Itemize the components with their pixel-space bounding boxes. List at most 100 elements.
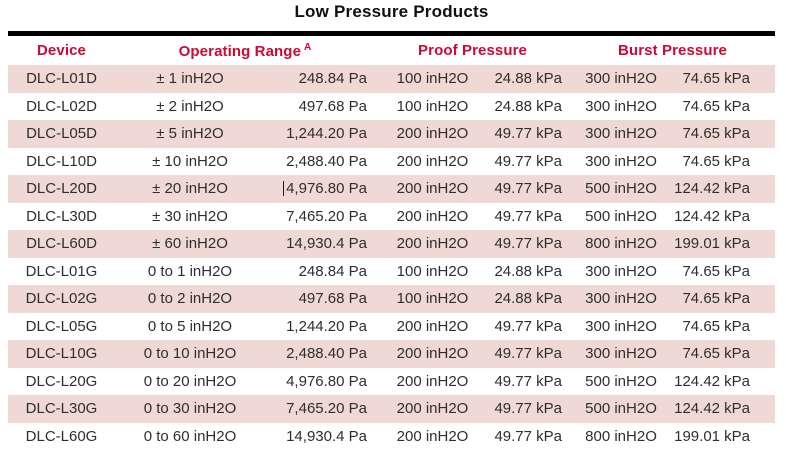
device-cell: DLC-L30G [25, 400, 98, 418]
proof-pressure-kpa-cell: 49.77 kPa [494, 345, 563, 363]
burst-pressure-inh2o-cell: 500 inH2O [585, 372, 657, 390]
proof-pressure-inh2o-cell: 200 inH2O [396, 152, 469, 170]
burst-pressure-kpa-cell: 74.65 kPa [682, 70, 751, 88]
proof-pressure-kpa-cell: 49.77 kPa [494, 152, 563, 170]
device-cell: DLC-L02G [25, 290, 98, 308]
operating-range-pa-cell: 497.68 Pa [298, 97, 367, 115]
burst-pressure-kpa-cell: 124.42 kPa [674, 207, 751, 225]
column-header-proof-pressure: Proof Pressure [418, 42, 527, 59]
operating-range-cell: 0 to 10 inH2O [143, 345, 237, 363]
burst-pressure-kpa-cell: 74.65 kPa [682, 125, 751, 143]
device-cell: DLC-L30D [26, 207, 97, 225]
proof-pressure-kpa-cell: 24.88 kPa [494, 290, 563, 308]
proof-pressure-kpa-cell: 24.88 kPa [494, 70, 563, 88]
proof-pressure-inh2o-cell: 100 inH2O [396, 70, 469, 88]
proof-pressure-kpa-cell: 24.88 kPa [494, 262, 563, 280]
burst-pressure-kpa-cell: 74.65 kPa [682, 262, 751, 280]
burst-pressure-kpa-cell: 74.65 kPa [682, 290, 751, 308]
table-row: DLC-L05G 0 to 5 inH2O 1,244.20 Pa 200 in… [8, 313, 775, 341]
table-row: DLC-L10G 0 to 10 inH2O 2,488.40 Pa 200 i… [8, 340, 776, 368]
table-row: DLC-L20D ± 20 inH2O 4,976.80 Pa 200 inH2… [8, 175, 776, 203]
table-row: DLC-L60G 0 to 60 inH2O 14,930.4 Pa 200 i… [8, 423, 775, 451]
device-cell: DLC-L10G [25, 345, 98, 363]
operating-range-pa-cell: 4,976.80 Pa [286, 372, 367, 390]
burst-pressure-inh2o-cell: 300 inH2O [585, 125, 657, 143]
burst-pressure-kpa-cell: 199.01 kPa [674, 427, 751, 445]
proof-pressure-kpa-cell: 49.77 kPa [494, 207, 563, 225]
table-row: DLC-L10D ± 10 inH2O 2,488.40 Pa 200 inH2… [8, 148, 775, 176]
burst-pressure-inh2o-cell: 300 inH2O [585, 345, 657, 363]
burst-pressure-inh2o-cell: 300 inH2O [585, 97, 657, 115]
device-cell: DLC-L01G [25, 262, 98, 280]
table-row: DLC-L01D ± 1 inH2O 248.84 Pa 100 inH2O 2… [8, 65, 776, 93]
page-title: Low Pressure Products [294, 2, 489, 21]
operating-range-label: Operating Range [178, 42, 302, 60]
operating-range-cell: 0 to 5 inH2O [147, 317, 233, 335]
proof-pressure-inh2o-cell: 200 inH2O [396, 235, 469, 253]
proof-pressure-kpa-cell: 49.77 kPa [494, 400, 563, 418]
proof-pressure-inh2o-cell: 100 inH2O [396, 262, 469, 280]
burst-pressure-inh2o-cell: 300 inH2O [585, 262, 657, 280]
proof-pressure-kpa-cell: 49.77 kPa [494, 125, 563, 143]
footnote-marker-a: A [304, 41, 312, 53]
burst-pressure-inh2o-cell: 300 inH2O [585, 317, 657, 335]
proof-pressure-kpa-cell: 49.77 kPa [494, 317, 563, 335]
device-cell: DLC-L02D [26, 97, 97, 115]
table-body: DLC-L01D ± 1 inH2O 248.84 Pa 100 inH2O 2… [8, 65, 776, 451]
operating-range-cell: 0 to 20 inH2O [143, 372, 237, 390]
proof-pressure-inh2o-cell: 200 inH2O [396, 317, 469, 335]
operating-range-cell: 0 to 1 inH2O [147, 262, 233, 280]
operating-range-cell: 0 to 60 inH2O [143, 427, 237, 445]
column-header-burst-pressure: Burst Pressure [618, 42, 727, 59]
operating-range-cell: 0 to 2 inH2O [147, 290, 233, 308]
table-row: DLC-L02D ± 2 inH2O 497.68 Pa 100 inH2O 2… [8, 93, 775, 121]
operating-range-pa-cell: 14,930.4 Pa [286, 235, 367, 253]
operating-range-pa-cell: 248.84 Pa [298, 262, 367, 280]
operating-range-pa-cell: 1,244.20 Pa [286, 317, 367, 335]
table-row: DLC-L20G 0 to 20 inH2O 4,976.80 Pa 200 i… [8, 368, 775, 396]
operating-range-cell: ± 60 inH2O [152, 235, 228, 253]
table-row: DLC-L30D ± 30 inH2O 7,465.20 Pa 200 inH2… [8, 203, 775, 231]
proof-pressure-inh2o-cell: 200 inH2O [396, 207, 469, 225]
operating-range-cell: ± 2 inH2O [156, 97, 224, 115]
burst-pressure-inh2o-cell: 300 inH2O [585, 70, 657, 88]
burst-pressure-kpa-cell: 74.65 kPa [682, 317, 751, 335]
operating-range-pa-cell: 7,465.20 Pa [286, 400, 367, 418]
device-cell: DLC-L10D [26, 152, 97, 170]
burst-pressure-kpa-cell: 74.65 kPa [682, 345, 751, 363]
table-row: DLC-L02G 0 to 2 inH2O 497.68 Pa 100 inH2… [8, 285, 776, 313]
operating-range-pa-cell: 2,488.40 Pa [286, 152, 367, 170]
column-header-device: Device [37, 42, 86, 59]
device-cell: DLC-L05D [26, 125, 97, 143]
proof-pressure-inh2o-cell: 100 inH2O [396, 97, 469, 115]
operating-range-cell: ± 10 inH2O [152, 152, 228, 170]
table-row: DLC-L60D ± 60 inH2O 14,930.4 Pa 200 inH2… [8, 230, 776, 258]
operating-range-pa-cell: 7,465.20 Pa [286, 207, 367, 225]
table-header: Device Operating Range A Proof Pressure B… [8, 36, 775, 65]
burst-pressure-inh2o-cell: 500 inH2O [585, 180, 657, 198]
burst-pressure-inh2o-cell: 800 inH2O [585, 427, 657, 445]
burst-pressure-kpa-cell: 199.01 kPa [674, 235, 751, 253]
burst-pressure-inh2o-cell: 800 inH2O [585, 235, 657, 253]
operating-range-pa-cell: 14,930.4 Pa [286, 427, 367, 445]
operating-range-pa-cell: 248.84 Pa [298, 70, 367, 88]
title-divider [8, 31, 775, 36]
device-cell: DLC-L60G [25, 427, 98, 445]
burst-pressure-kpa-cell: 124.42 kPa [674, 372, 751, 390]
column-header-operating-range: Operating Range A [115, 36, 375, 65]
burst-pressure-inh2o-cell: 500 inH2O [585, 400, 657, 418]
proof-pressure-inh2o-cell: 200 inH2O [396, 180, 469, 198]
header-row: Device Operating Range A Proof Pressure B… [8, 36, 775, 65]
proof-pressure-inh2o-cell: 100 inH2O [396, 290, 469, 308]
proof-pressure-kpa-cell: 24.88 kPa [494, 97, 563, 115]
proof-pressure-inh2o-cell: 200 inH2O [396, 345, 469, 363]
operating-range-pa-cell: 2,488.40 Pa [286, 345, 367, 363]
burst-pressure-kpa-cell: 74.65 kPa [682, 152, 751, 170]
device-cell: DLC-L20G [25, 372, 98, 390]
table-row: DLC-L05D ± 5 inH2O 1,244.20 Pa 200 inH2O… [8, 120, 776, 148]
device-cell: DLC-L05G [25, 317, 98, 335]
pressure-products-table: Device Operating Range A Proof Pressure B… [8, 36, 776, 451]
device-cell: DLC-L01D [26, 70, 97, 88]
burst-pressure-inh2o-cell: 300 inH2O [585, 290, 657, 308]
